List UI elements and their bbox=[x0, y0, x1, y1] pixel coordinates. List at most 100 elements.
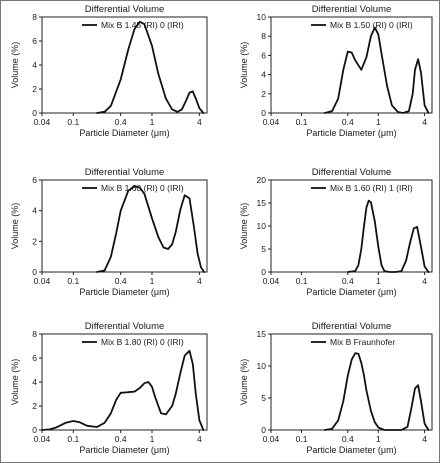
x-tick-label: 0.4 bbox=[342, 434, 354, 444]
y-tick-label: 6 bbox=[32, 36, 37, 46]
x-axis-label: Particle Diameter (μm) bbox=[79, 128, 169, 138]
legend-label: Mix B 1.45 (RI) 0 (IRI) bbox=[101, 20, 184, 30]
series-line-1 bbox=[96, 20, 205, 114]
y-tick-label: 2 bbox=[32, 236, 37, 246]
x-tick-label: 1 bbox=[376, 117, 381, 127]
chart-panel-2: Differential Volume Mix B 1.50 (RI) 0 (IR… bbox=[239, 4, 433, 138]
x-tick-label: 0.04 bbox=[34, 276, 51, 286]
y-tick-label: 6 bbox=[32, 353, 37, 363]
x-tick-label: 0.1 bbox=[67, 434, 79, 444]
y-tick-label: 0 bbox=[32, 267, 37, 277]
legend-label: Mix B 1.50 (RI) 0 (IRI) bbox=[330, 20, 413, 30]
chart-panel-5: Differential Volume Mix B 1.80 (RI) 0 (IR… bbox=[10, 321, 208, 455]
plot-frame bbox=[270, 179, 433, 273]
x-axis-label: Particle Diameter (μm) bbox=[79, 287, 169, 297]
y-tick-label: 4 bbox=[261, 70, 266, 80]
series-line-1 bbox=[323, 352, 430, 431]
x-tick-label: 0.1 bbox=[67, 117, 79, 127]
x-tick-label: 0.4 bbox=[115, 434, 127, 444]
y-tick-label: 6 bbox=[32, 175, 37, 185]
y-axis-label: Volume (%) bbox=[10, 203, 20, 250]
x-axis-label: Particle Diameter (μm) bbox=[79, 445, 169, 455]
y-axis-label: Volume (%) bbox=[10, 42, 20, 89]
x-tick-label: 0.1 bbox=[296, 276, 308, 286]
x-tick-label: 1 bbox=[376, 276, 381, 286]
x-tick-label: 0.4 bbox=[342, 276, 354, 286]
y-tick-label: 8 bbox=[32, 12, 37, 22]
y-tick-label: 0 bbox=[32, 425, 37, 435]
chart-title: Differential Volume bbox=[312, 4, 392, 15]
x-tick-label: 0.04 bbox=[263, 276, 280, 286]
x-tick-label: 1 bbox=[150, 117, 155, 127]
y-tick-label: 10 bbox=[257, 361, 267, 371]
x-tick-label: 0.4 bbox=[115, 276, 127, 286]
y-axis-label: Volume (%) bbox=[239, 42, 249, 89]
chart-title: Differential Volume bbox=[312, 321, 392, 332]
y-tick-label: 4 bbox=[32, 60, 37, 70]
chart-panel-3: Differential Volume Mix B 1.60 (RI) 0 (IR… bbox=[10, 167, 208, 297]
y-tick-label: 0 bbox=[261, 267, 266, 277]
legend-label: Mix B 1.80 (RI) 0 (IRI) bbox=[101, 337, 184, 347]
y-tick-label: 5 bbox=[261, 393, 266, 403]
chart-title: Differential Volume bbox=[85, 321, 165, 332]
chart-title: Differential Volume bbox=[85, 4, 165, 15]
x-axis-label: Particle Diameter (μm) bbox=[306, 128, 396, 138]
y-tick-label: 2 bbox=[261, 89, 266, 99]
legend-label: Mix B 1.60 (RI) 0 (IRI) bbox=[101, 183, 184, 193]
x-tick-label: 4 bbox=[422, 434, 427, 444]
y-tick-label: 0 bbox=[261, 425, 266, 435]
x-tick-label: 4 bbox=[197, 276, 202, 286]
x-tick-label: 0.1 bbox=[296, 434, 308, 444]
y-tick-label: 4 bbox=[32, 206, 37, 216]
x-tick-label: 4 bbox=[422, 117, 427, 127]
chart-panel-1: Differential Volume Mix B 1.45 (RI) 0 (IR… bbox=[10, 4, 208, 138]
chart-title: Differential Volume bbox=[85, 167, 165, 178]
series-line-1 bbox=[323, 26, 430, 114]
y-axis-label: Volume (%) bbox=[239, 359, 249, 406]
y-tick-label: 5 bbox=[261, 244, 266, 254]
x-tick-label: 4 bbox=[197, 117, 202, 127]
y-tick-label: 8 bbox=[32, 329, 37, 339]
chart-title: Differential Volume bbox=[312, 167, 392, 178]
x-tick-label: 0.04 bbox=[263, 117, 280, 127]
chart-panel-4: Differential Volume Mix B 1.60 (RI) 1 (IR… bbox=[239, 167, 433, 297]
plot-frame bbox=[41, 179, 208, 273]
series-line-1 bbox=[96, 185, 206, 273]
x-tick-label: 1 bbox=[150, 434, 155, 444]
x-tick-label: 0.04 bbox=[263, 434, 280, 444]
y-tick-label: 15 bbox=[257, 198, 267, 208]
x-axis-label: Particle Diameter (μm) bbox=[306, 287, 396, 297]
x-tick-label: 0.4 bbox=[115, 117, 127, 127]
x-tick-label: 0.04 bbox=[34, 117, 51, 127]
y-tick-label: 6 bbox=[261, 50, 266, 60]
plot-frame bbox=[270, 16, 433, 114]
y-tick-label: 10 bbox=[257, 221, 267, 231]
x-tick-label: 0.1 bbox=[67, 276, 79, 286]
y-tick-label: 20 bbox=[257, 175, 267, 185]
x-tick-label: 4 bbox=[197, 434, 202, 444]
plot-frame bbox=[270, 333, 433, 431]
y-tick-label: 10 bbox=[257, 12, 267, 22]
y-tick-label: 0 bbox=[32, 108, 37, 118]
legend-label: Mix B Fraunhofer bbox=[330, 337, 395, 347]
y-tick-label: 0 bbox=[261, 108, 266, 118]
y-tick-label: 4 bbox=[32, 377, 37, 387]
series-line-1 bbox=[346, 199, 430, 273]
x-tick-label: 0.04 bbox=[34, 434, 51, 444]
x-tick-label: 0.4 bbox=[342, 117, 354, 127]
y-axis-label: Volume (%) bbox=[239, 203, 249, 250]
y-tick-label: 8 bbox=[261, 31, 266, 41]
y-tick-label: 2 bbox=[32, 401, 37, 411]
y-tick-label: 15 bbox=[257, 329, 267, 339]
x-tick-label: 4 bbox=[422, 276, 427, 286]
x-tick-label: 1 bbox=[150, 276, 155, 286]
series-line-1 bbox=[41, 349, 205, 431]
x-tick-label: 0.1 bbox=[296, 117, 308, 127]
legend-label: Mix B 1.60 (RI) 1 (IRI) bbox=[330, 183, 413, 193]
plot-frame bbox=[41, 333, 208, 431]
x-tick-label: 1 bbox=[376, 434, 381, 444]
x-axis-label: Particle Diameter (μm) bbox=[306, 445, 396, 455]
